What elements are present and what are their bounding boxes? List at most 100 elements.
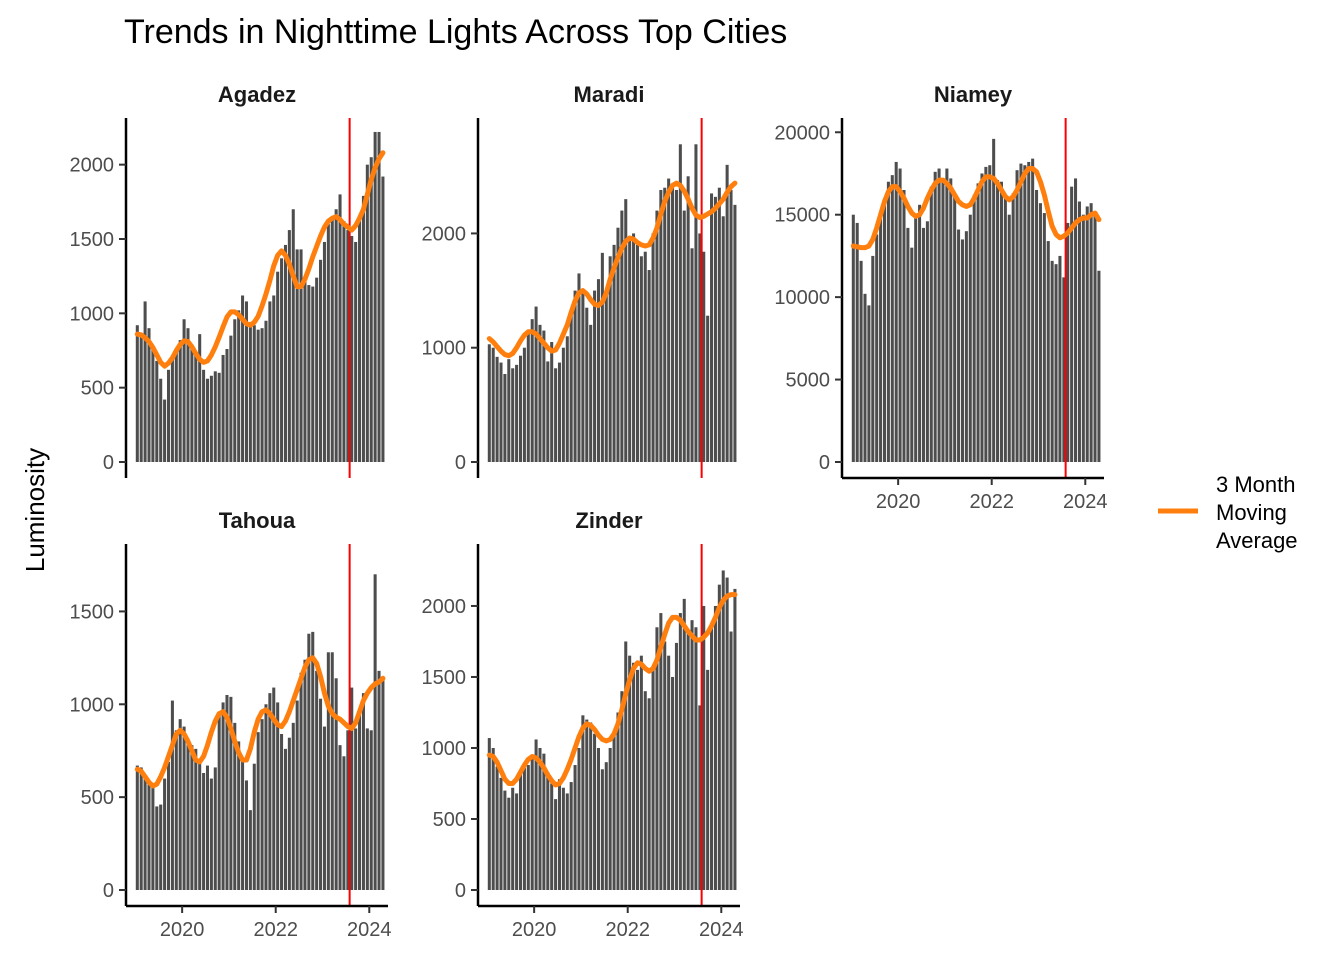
bar-maradi-38: [635, 244, 639, 462]
bar-tahoua-42: [299, 672, 303, 890]
bar-zinder-38: [635, 669, 639, 890]
panels: Agadez 0 500 1000 1500 2000 Maradi 0 1000 2000 Nia…: [70, 82, 1108, 941]
bar-zinder-15: [546, 772, 550, 890]
bar-niamey-50: [1046, 241, 1050, 462]
bar-tahoua-19: [209, 778, 213, 890]
bar-niamey-46: [1031, 158, 1035, 462]
bar-tahoua-9: [170, 700, 174, 890]
bar-zinder-47: [671, 676, 675, 890]
bar-niamey-14: [906, 227, 910, 462]
bar-tahoua-59: [365, 728, 369, 890]
bar-zinder-32: [612, 733, 616, 890]
bar-maradi-17: [554, 368, 558, 462]
bar-tahoua-6: [159, 804, 163, 890]
bar-tahoua-1: [139, 767, 143, 890]
bar-tahoua-38: [283, 748, 287, 890]
bar-tahoua-52: [338, 745, 342, 890]
bar-maradi-22: [573, 290, 577, 462]
bar-agadez-63: [381, 176, 385, 463]
bar-maradi-41: [647, 270, 651, 462]
bar-tahoua-56: [354, 728, 358, 890]
bar-niamey-2: [859, 260, 863, 462]
bar-maradi-4: [503, 374, 507, 462]
bar-tahoua-29: [248, 810, 252, 890]
bar-tahoua-23: [225, 695, 229, 890]
bar-maradi-2: [495, 356, 499, 462]
bar-tahoua-32: [260, 719, 264, 890]
bar-agadez-39: [287, 230, 291, 462]
bar-zinder-12: [534, 739, 538, 890]
bar-niamey-62: [1093, 216, 1097, 462]
bar-agadez-16: [198, 334, 202, 462]
bar-agadez-47: [319, 259, 323, 462]
bar-niamey-16: [914, 218, 918, 462]
bar-niamey-17: [918, 204, 922, 462]
bar-tahoua-28: [244, 780, 248, 890]
bar-maradi-10: [526, 330, 530, 462]
bar-agadez-4: [151, 346, 155, 462]
bar-maradi-52: [690, 248, 694, 462]
bar-zinder-46: [667, 655, 671, 890]
bar-agadez-11: [178, 340, 182, 462]
bar-tahoua-12: [182, 726, 186, 890]
bar-zinder-39: [639, 655, 643, 890]
x-tick-label-niamey-1: 2022: [969, 491, 1014, 513]
bar-zinder-54: [698, 705, 702, 890]
bar-maradi-31: [608, 256, 612, 462]
moving-average-line-niamey: [850, 166, 1102, 251]
bar-tahoua-22: [221, 702, 225, 890]
bar-niamey-21: [933, 171, 937, 462]
bar-agadez-8: [166, 369, 171, 462]
bar-zinder-45: [663, 641, 667, 890]
bar-niamey-23: [941, 181, 945, 463]
y-tick-label-agadez-3: 1500: [70, 229, 115, 251]
panel-niamey: Niamey 0 5000 10000 15000 20000 2020 2022 2024: [774, 82, 1107, 513]
bar-maradi-8: [518, 355, 523, 462]
bar-zinder-33: [616, 712, 620, 890]
bar-agadez-15: [194, 354, 198, 462]
bar-zinder-14: [542, 753, 546, 890]
bar-maradi-58: [713, 196, 717, 463]
bar-agadez-43: [303, 276, 307, 462]
y-tick-label-agadez-4: 2000: [70, 155, 115, 177]
bar-agadez-13: [186, 328, 190, 462]
bar-maradi-40: [643, 251, 647, 462]
bar-zinder-31: [608, 747, 612, 890]
bar-zinder-48: [674, 642, 678, 890]
bar-niamey-54: [1062, 277, 1066, 462]
bar-zinder-58: [713, 605, 717, 890]
bar-agadez-55: [350, 236, 354, 462]
bar-niamey-11: [894, 161, 898, 462]
bar-zinder-30: [604, 762, 608, 890]
bar-maradi-0: [487, 344, 491, 462]
bar-agadez-17: [202, 369, 206, 462]
bar-niamey-3: [863, 293, 867, 462]
bar-zinder-49: [678, 613, 682, 890]
bar-maradi-57: [710, 193, 714, 462]
bar-agadez-62: [377, 131, 381, 462]
bar-agadez-52: [338, 194, 342, 462]
bar-agadez-53: [342, 221, 346, 462]
moving-average-line-zinder: [486, 592, 738, 788]
legend-label-line-1: 3 Month: [1216, 472, 1296, 497]
bar-agadez-26: [237, 310, 241, 462]
legend: 3 Month Moving Average: [1158, 472, 1298, 553]
bar-agadez-34: [268, 301, 272, 462]
bar-zinder-8: [518, 773, 523, 890]
bar-agadez-44: [307, 285, 311, 462]
bar-tahoua-34: [268, 693, 272, 890]
bar-agadez-1: [139, 337, 143, 462]
bar-agadez-61: [373, 131, 377, 462]
y-tick-label-niamey-0: 0: [819, 452, 830, 474]
bar-agadez-51: [334, 209, 338, 462]
bar-agadez-32: [260, 328, 264, 462]
y-tick-label-tahoua-0: 0: [103, 880, 114, 902]
bar-tahoua-41: [295, 700, 299, 890]
bar-agadez-36: [276, 271, 280, 462]
bar-maradi-5: [507, 359, 511, 462]
bar-tahoua-53: [342, 756, 346, 890]
bar-niamey-55: [1066, 222, 1070, 462]
bar-niamey-31: [972, 194, 976, 462]
bar-niamey-53: [1058, 255, 1062, 462]
bar-niamey-36: [992, 138, 996, 463]
